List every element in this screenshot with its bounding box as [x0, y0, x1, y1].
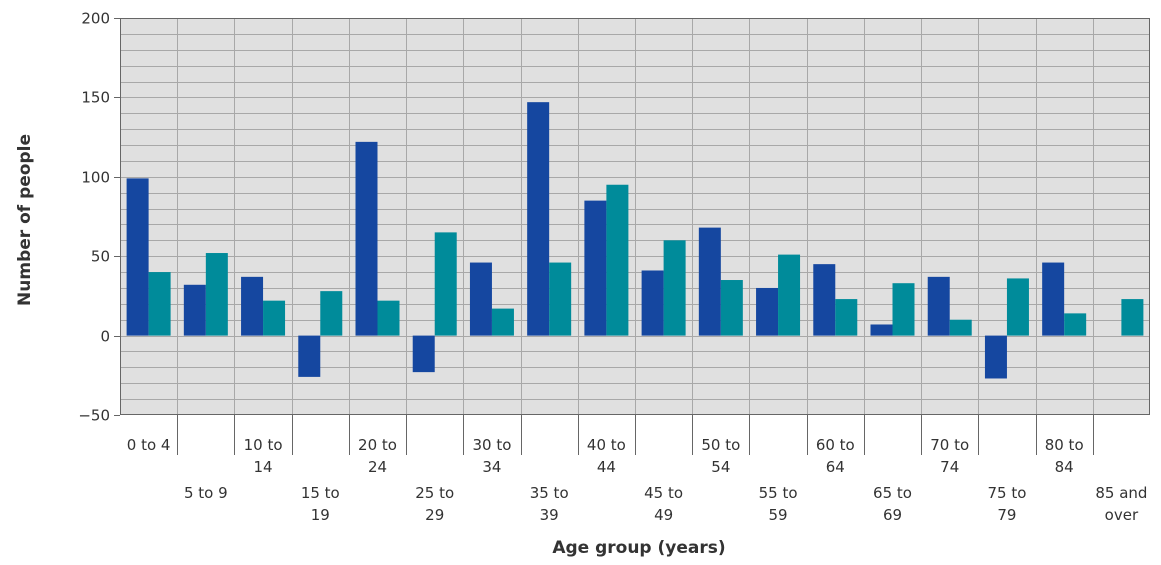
bar	[491, 308, 514, 336]
x-tick-label: 10 to	[244, 436, 283, 454]
bar	[355, 141, 378, 336]
bar	[412, 335, 435, 373]
x-tick-label: 14	[254, 458, 273, 476]
bar	[183, 284, 206, 336]
y-axis-ticks: 200 150 100 50 0 −50	[78, 10, 120, 425]
x-tick-label: 20 to	[358, 436, 397, 454]
bar	[549, 262, 572, 336]
axes	[120, 18, 1150, 415]
bar	[241, 276, 264, 336]
x-tick-label: 19	[311, 506, 330, 524]
bar	[984, 335, 1007, 379]
x-tick-label: 0 to 4	[127, 436, 171, 454]
x-tick-label: 65 to	[873, 484, 912, 502]
bar	[298, 335, 321, 377]
gridlines	[120, 18, 1150, 415]
y-tick-label: −50	[78, 407, 110, 425]
y-tick-label: 200	[81, 10, 110, 28]
plot-border	[120, 18, 1150, 415]
bar	[1006, 278, 1029, 336]
x-tick-label: 49	[654, 506, 673, 524]
x-tick-label: 85 and	[1095, 484, 1147, 502]
bar	[1042, 262, 1065, 336]
bar	[892, 283, 915, 336]
bar	[469, 262, 492, 336]
y-tick-label: 100	[81, 169, 110, 187]
x-tick-label: 54	[711, 458, 730, 476]
bar	[606, 184, 629, 336]
bar	[205, 253, 228, 336]
bar	[263, 300, 286, 336]
y-axis-title: Number of people	[15, 134, 35, 306]
x-tick-label: 75 to	[987, 484, 1026, 502]
x-tick-label: 40 to	[587, 436, 626, 454]
x-tick-label: 79	[997, 506, 1016, 524]
x-tick-label: 29	[425, 506, 444, 524]
x-tick-label: 30 to	[472, 436, 511, 454]
x-tick-label: 45 to	[644, 484, 683, 502]
x-tick-label: 59	[769, 506, 788, 524]
x-tick-label: 60 to	[816, 436, 855, 454]
x-tick-label: over	[1105, 506, 1139, 524]
bar	[813, 264, 836, 336]
x-axis-ticks: 0 to 4 5 to 9 10 to 14 15 to 19 20 to 24 25 to 29…	[127, 415, 1147, 524]
bar	[1121, 299, 1144, 336]
x-tick-label: 50 to	[701, 436, 740, 454]
x-tick-label: 74	[940, 458, 959, 476]
x-tick-label: 69	[883, 506, 902, 524]
bars	[126, 102, 1144, 379]
bar	[698, 227, 721, 336]
bar	[527, 102, 550, 336]
x-tick-label: 24	[368, 458, 387, 476]
x-tick-label: 64	[826, 458, 845, 476]
bar	[1064, 313, 1087, 336]
bar	[434, 232, 457, 336]
bar	[949, 319, 972, 336]
bar	[756, 287, 779, 336]
bar	[663, 240, 686, 336]
bar	[720, 280, 743, 336]
x-tick-label: 35 to	[530, 484, 569, 502]
bar	[126, 178, 149, 336]
x-tick-label: 70 to	[930, 436, 969, 454]
bar	[584, 200, 607, 336]
bar	[835, 299, 858, 336]
bar	[320, 291, 343, 336]
bar	[641, 270, 664, 336]
bar	[778, 254, 801, 336]
y-tick-label: 50	[91, 248, 110, 266]
x-tick-label: 5 to 9	[184, 484, 228, 502]
x-tick-label: 39	[540, 506, 559, 524]
y-tick-label: 150	[81, 89, 110, 107]
x-axis-title: Age group (years)	[552, 538, 725, 558]
x-tick-label: 80 to	[1045, 436, 1084, 454]
x-tick-label: 25 to	[415, 484, 454, 502]
bar	[927, 276, 950, 336]
bar	[377, 300, 400, 336]
x-tick-label: 15 to	[301, 484, 340, 502]
bar	[870, 324, 893, 336]
x-tick-label: 55 to	[759, 484, 798, 502]
y-tick-label: 0	[100, 328, 110, 346]
x-tick-label: 84	[1055, 458, 1074, 476]
x-tick-label: 34	[482, 458, 501, 476]
x-tick-label: 44	[597, 458, 616, 476]
bar	[148, 272, 171, 336]
